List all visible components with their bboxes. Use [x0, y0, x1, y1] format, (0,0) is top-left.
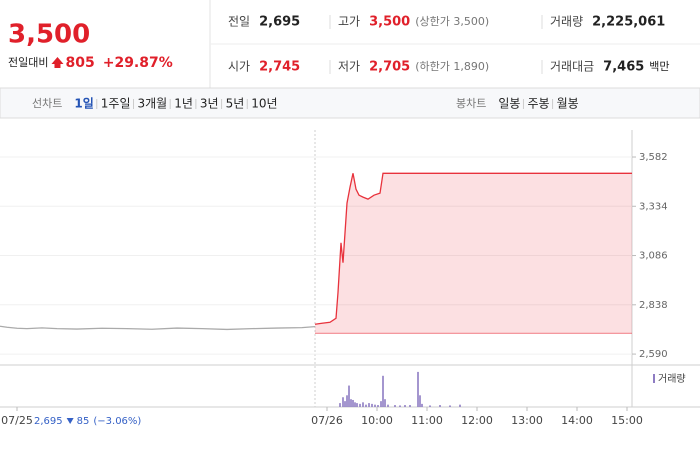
volume-bar — [362, 402, 364, 407]
volume-bar — [439, 405, 441, 407]
volume-bar — [354, 402, 356, 407]
info-value: 2,695 — [259, 15, 300, 30]
y-tick-label: 2,838 — [639, 300, 668, 311]
y-tick-label: 2,590 — [639, 349, 668, 360]
tab-group-label: 선차트 — [32, 97, 62, 110]
volume-bar — [449, 405, 451, 407]
volume-bar — [368, 403, 370, 407]
volume-bar — [387, 404, 389, 407]
up-arrow — [51, 57, 64, 68]
volume-bar — [374, 404, 376, 407]
period-tab[interactable]: 1일 — [74, 97, 93, 111]
price-area — [315, 173, 632, 334]
info-note: (상한가 3,500) — [415, 15, 489, 28]
volume-bar — [344, 401, 346, 407]
info-label: 거래대금 — [550, 60, 594, 74]
volume-bar — [394, 405, 396, 407]
y-tick-label: 3,334 — [639, 201, 668, 212]
volume-bar — [380, 401, 382, 407]
volume-bar — [365, 404, 367, 407]
period-tab[interactable]: 10년 — [251, 97, 277, 111]
volume-bar — [356, 403, 358, 407]
info-note: (하한가 1,890) — [415, 59, 489, 73]
price: 3,500 — [8, 20, 90, 50]
info-note: 백만 — [649, 60, 669, 73]
volume-bar — [350, 399, 352, 407]
y-tick-label: 3,582 — [639, 152, 668, 163]
volume-bar — [339, 403, 341, 407]
x-tick-label: 14:00 — [561, 414, 593, 427]
candle-tab[interactable]: 일봉 — [498, 97, 520, 111]
volume-bar — [404, 405, 406, 407]
period-tab[interactable]: 3년 — [200, 97, 219, 111]
prev-change: 85 — [77, 416, 90, 427]
info-label: 전일 — [228, 15, 250, 29]
x-tick-label: 11:00 — [411, 414, 443, 427]
volume-bar — [348, 385, 350, 407]
volume-bar — [384, 399, 386, 407]
info-value: 2,705 — [369, 60, 410, 75]
tab-bar — [0, 87, 700, 119]
volume-bar — [429, 405, 431, 407]
period-tab[interactable]: 1주일 — [101, 97, 131, 111]
info-value: 2,225,061 — [592, 15, 665, 30]
legend-swatch — [653, 374, 655, 383]
info-value: 3,500 — [369, 15, 410, 30]
volume-bar — [346, 395, 348, 407]
prev-change-pct: (−3.06%) — [93, 416, 141, 427]
x-tick-label: 10:00 — [361, 414, 393, 427]
x-tick-label: 12:00 — [461, 414, 493, 427]
info-label: 저가 — [338, 60, 360, 74]
volume-bar — [352, 399, 354, 407]
price-line — [314, 172, 632, 325]
volume-bar — [342, 397, 344, 407]
info-value: 2,745 — [259, 60, 300, 75]
change-pct: +29.87% — [103, 55, 173, 71]
x-tick-label: 07/25 — [1, 414, 33, 427]
x-tick-label: 15:00 — [611, 414, 643, 427]
info-label: 시가 — [228, 60, 250, 74]
volume-bar — [459, 404, 461, 407]
y-tick-label: 3,086 — [639, 251, 668, 262]
volume-bar — [421, 403, 423, 407]
period-tab[interactable]: 3개월 — [137, 97, 167, 111]
volume-bar — [417, 371, 419, 407]
change-label: 전일대비 — [8, 55, 48, 69]
volume-bar — [371, 403, 373, 407]
tab-group-label: 봉차트 — [456, 97, 486, 110]
info-label: 고가 — [338, 15, 360, 29]
volume-bar — [419, 395, 421, 407]
info-label: 거래량 — [550, 15, 583, 29]
volume-bar — [409, 405, 411, 407]
candle-tab[interactable]: 월봉 — [557, 97, 579, 111]
change-value: 805 — [65, 55, 94, 71]
prev-close: 2,695 — [34, 416, 63, 427]
down-arrow — [66, 418, 74, 424]
volume-bar — [359, 403, 361, 407]
period-tab[interactable]: 5년 — [226, 97, 245, 111]
candle-tab[interactable]: 주봉 — [527, 97, 549, 111]
info-value: 7,465 — [603, 60, 644, 75]
x-tick-label: 13:00 — [511, 414, 543, 427]
volume-bar — [377, 405, 379, 407]
price-line — [0, 325, 316, 331]
volume-bar — [399, 405, 401, 407]
x-tick-label: 07/26 — [311, 414, 343, 427]
legend-label: 거래량 — [658, 373, 686, 385]
volume-bar — [382, 375, 384, 407]
period-tab[interactable]: 1년 — [174, 97, 193, 111]
